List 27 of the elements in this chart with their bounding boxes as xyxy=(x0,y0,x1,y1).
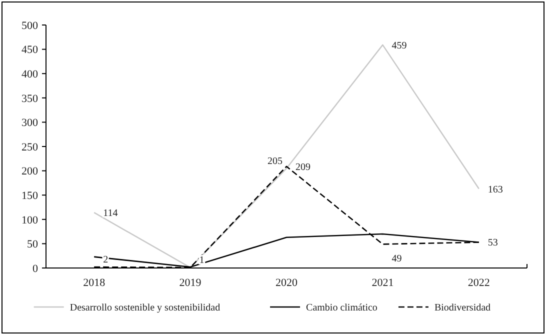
x-tick-label: 2020 xyxy=(276,277,298,289)
legend-label: Biodiversidad xyxy=(434,302,491,314)
data-label: 209 xyxy=(296,162,310,173)
y-tick-label: 400 xyxy=(22,68,38,80)
y-tick-label: 100 xyxy=(22,214,38,226)
y-tick-label: 300 xyxy=(22,117,38,130)
data-label: 205 xyxy=(268,156,282,167)
legend-label: Desarrollo sostenible y sostenibilidad xyxy=(70,302,220,314)
y-tick-label: 250 xyxy=(22,141,38,154)
x-tick-label: 2022 xyxy=(468,277,490,289)
y-tick-label: 350 xyxy=(22,92,38,105)
x-tick-label: 2021 xyxy=(372,277,394,289)
y-tick-label: 500 xyxy=(22,20,38,32)
y-tick-label: 0 xyxy=(32,262,38,275)
legend-label: Cambio climático xyxy=(306,302,378,314)
x-tick-label: 2019 xyxy=(179,277,202,289)
data-label: 53 xyxy=(488,238,498,249)
y-tick-label: 150 xyxy=(22,190,38,202)
y-tick-label: 200 xyxy=(22,166,38,178)
y-tick-label: 50 xyxy=(27,238,38,251)
data-label: 163 xyxy=(488,184,503,196)
data-label: 1 xyxy=(199,255,204,266)
data-label: 49 xyxy=(392,254,402,265)
data-label: 459 xyxy=(392,40,407,52)
x-tick-label: 2018 xyxy=(83,277,106,289)
data-label: 114 xyxy=(103,208,118,220)
y-tick-label: 450 xyxy=(22,44,38,56)
